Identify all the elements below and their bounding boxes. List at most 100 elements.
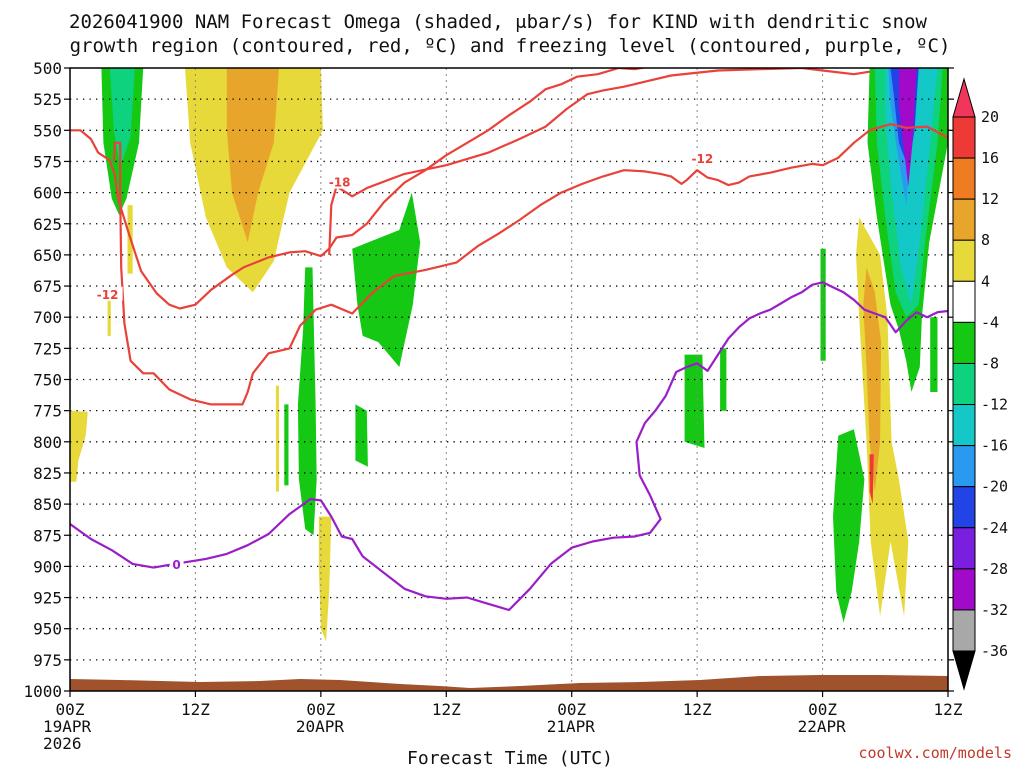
colorbar-label-12: -32 [981, 601, 1008, 619]
colorbar-label-11: -28 [981, 560, 1008, 578]
y-axis: 500 525 550 575 600 625 650 675 700 725 750 775 800 8… [23, 59, 954, 701]
x-tick-label-0-1: 19APR [43, 717, 92, 736]
colorbar-segment-6 [952, 362, 976, 406]
colorbar-segment-12 [952, 609, 976, 652]
omega-region-12 [284, 404, 289, 486]
omega-region-15 [833, 429, 865, 623]
contour-line-2 [112, 123, 948, 406]
colorbar-label-8: -16 [981, 437, 1008, 455]
colorbar-label-2: 12 [981, 190, 999, 208]
colorbar-segment-4 [952, 280, 976, 323]
colorbar-label-10: -24 [981, 519, 1008, 537]
omega-region-26 [930, 317, 938, 392]
contour-label-bg-3 [169, 557, 184, 572]
colorbar-segment-8 [952, 445, 976, 488]
y-tick-label-950: 950 [33, 620, 62, 639]
colorbar-segment-11 [952, 568, 976, 611]
contour-label-0: -18 [329, 176, 351, 190]
contour-label-1: -12 [692, 152, 714, 166]
contour-label-bg-2 [92, 286, 123, 301]
colorbar-top-arrow [952, 77, 976, 118]
colorbar-label-4: 4 [981, 272, 990, 290]
x-tick-label-0-0: 00Z [56, 700, 85, 719]
y-tick-label-625: 625 [33, 215, 62, 234]
x-tick-label-36-0: 12Z [432, 700, 461, 719]
omega-region-13 [684, 354, 705, 448]
x-tick-label-12-0: 12Z [181, 700, 210, 719]
y-tick-label-575: 575 [33, 152, 62, 171]
colorbar-segment-10 [952, 527, 976, 570]
colorbar-segment-1 [952, 157, 976, 200]
colorbar: 20 16 12 8 4 -4 -8 -12 -16 -20 -24 -28 -32 -36 [952, 77, 1008, 691]
x-tick-label-24-1: 20APR [296, 717, 345, 736]
chart-title-line-2: growth region (contoured, red, ºC) and f… [70, 35, 951, 57]
omega-region-16 [820, 248, 826, 361]
omega-region-4 [107, 292, 111, 336]
colorbar-segment-0 [952, 116, 976, 159]
omega-region-14 [720, 348, 727, 411]
y-tick-label-750: 750 [33, 371, 62, 390]
colorbar-label-7: -12 [981, 396, 1008, 414]
contour-label-3: 0 [172, 558, 180, 572]
credit-text: coolwx.com/models [858, 744, 1012, 762]
colorbar-bottom-arrow [952, 650, 976, 691]
chart-title-line-1: 2026041900 NAM Forecast Omega (shaded, μ… [69, 11, 927, 33]
omega-region-19 [869, 454, 874, 505]
colorbar-segment-2 [952, 198, 976, 241]
colorbar-segment-5 [952, 321, 976, 364]
colorbar-segment-9 [952, 486, 976, 529]
colorbar-label-6: -8 [981, 354, 999, 372]
x-tick-label-72-1: 22APR [798, 717, 847, 736]
y-tick-label-775: 775 [33, 402, 62, 421]
colorbar-segment-3 [952, 239, 976, 282]
colorbar-label-9: -20 [981, 478, 1008, 496]
colorbar-label-3: 8 [981, 231, 990, 249]
y-tick-label-675: 675 [33, 277, 62, 296]
omega-region-1 [226, 68, 279, 243]
contour-label-bg-1 [687, 150, 718, 165]
x-tick-label-24-0: 00Z [306, 700, 335, 719]
grid-lines [70, 68, 948, 691]
ground-surface [70, 675, 948, 691]
y-tick-label-600: 600 [33, 184, 62, 203]
contour-label-bg-0 [324, 174, 355, 189]
omega-region-5 [275, 385, 279, 492]
y-tick-label-850: 850 [33, 495, 62, 514]
omega-region-10 [352, 192, 421, 367]
omega-region-18 [863, 267, 882, 492]
colorbar-label-5: -4 [981, 313, 999, 331]
x-tick-label-84-0: 12Z [934, 700, 963, 719]
contour-line-3 [70, 281, 948, 612]
y-tick-label-925: 925 [33, 589, 62, 608]
x-axis-label: Forecast Time (UTC) [407, 748, 613, 768]
colorbar-label-1: 16 [981, 149, 999, 167]
contour-lines: -18 -12 -12 0 [70, 68, 948, 612]
y-tick-label-525: 525 [33, 90, 62, 109]
x-tick-label-72-0: 00Z [808, 700, 837, 719]
y-tick-label-800: 800 [33, 433, 62, 452]
y-tick-label-1000: 1000 [23, 682, 62, 701]
colorbar-label-0: 20 [981, 108, 999, 126]
x-tick-label-48-1: 21APR [547, 717, 596, 736]
y-tick-label-825: 825 [33, 464, 62, 483]
y-tick-label-700: 700 [33, 308, 62, 327]
x-tick-label-0-2: 2026 [43, 734, 82, 753]
omega-region-6 [318, 516, 332, 642]
y-tick-label-875: 875 [33, 526, 62, 545]
colorbar-label-13: -36 [981, 642, 1008, 660]
contour-label-2: -12 [97, 288, 119, 302]
omega-region-9 [297, 267, 317, 536]
omega-region-11 [355, 404, 368, 467]
y-tick-label-900: 900 [33, 557, 62, 576]
omega-region-2 [70, 410, 88, 482]
omega-region-8 [109, 68, 135, 168]
colorbar-segment-7 [952, 404, 976, 447]
y-tick-label-725: 725 [33, 339, 62, 358]
y-tick-label-975: 975 [33, 651, 62, 670]
x-tick-label-60-0: 12Z [683, 700, 712, 719]
y-tick-label-500: 500 [33, 59, 62, 78]
y-tick-label-650: 650 [33, 246, 62, 265]
contour-line-1 [70, 68, 648, 310]
